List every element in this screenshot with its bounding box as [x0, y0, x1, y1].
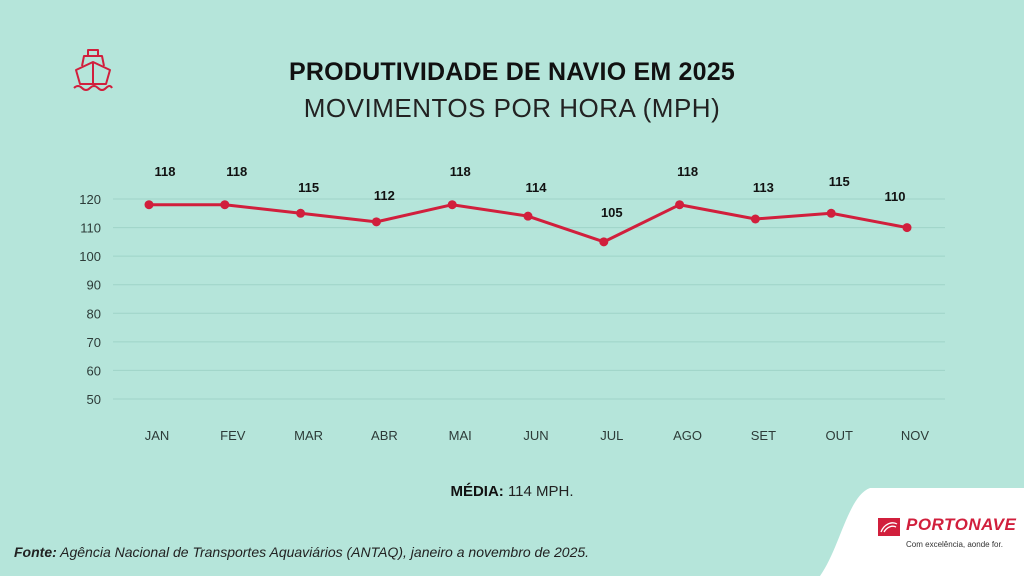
chart-title: PRODUTIVIDADE DE NAVIO EM 2025: [289, 58, 735, 86]
data-label-fev: 118: [226, 164, 247, 179]
data-point-mai: [447, 200, 457, 210]
x-tick-set: SET: [751, 428, 776, 443]
x-tick-ago: AGO: [673, 428, 702, 443]
y-tick-120: 120: [79, 192, 101, 207]
portonave-logo-icon: [878, 518, 900, 536]
data-point-jul: [599, 237, 609, 247]
x-tick-mar: MAR: [294, 428, 323, 443]
y-tick-110: 110: [80, 221, 101, 236]
y-axis-ticks: 50 60 70 80 90 100 110 120: [79, 192, 101, 407]
data-label-ago: 118: [677, 164, 698, 179]
ship-icon: [73, 49, 113, 91]
x-tick-fev: FEV: [220, 428, 246, 443]
data-point-mar: [296, 208, 306, 218]
series-mph: [144, 200, 912, 247]
data-label-mai: 118: [450, 164, 471, 179]
average-label: MÉDIA:: [450, 483, 504, 500]
x-axis-ticks: JAN FEV MAR ABR MAI JUN JUL AGO SET OUT NOV: [145, 428, 930, 443]
data-point-out: [826, 208, 836, 218]
y-tick-50: 50: [87, 392, 101, 407]
data-label-jul: 105: [601, 205, 623, 220]
data-point-jun: [523, 211, 533, 221]
x-tick-jan: JAN: [145, 428, 170, 443]
y-tick-100: 100: [79, 249, 101, 264]
data-point-nov: [902, 223, 912, 233]
data-label-set: 113: [753, 180, 774, 195]
y-tick-60: 60: [87, 363, 101, 378]
x-tick-abr: ABR: [371, 428, 398, 443]
logo-panel: [820, 488, 1024, 576]
data-point-ago: [675, 200, 685, 210]
source-text: Agência Nacional de Transportes Aquaviár…: [60, 544, 590, 560]
data-label-abr: 112: [374, 188, 395, 203]
data-label-mar: 115: [298, 180, 319, 195]
data-point-abr: [371, 217, 381, 227]
x-tick-jun: JUN: [523, 428, 548, 443]
data-point-set: [750, 214, 760, 224]
data-point-jan: [144, 200, 154, 210]
data-label-jan: 118: [155, 164, 176, 179]
source-note: Fonte: Agência Nacional de Transportes A…: [14, 544, 589, 560]
data-label-jun: 114: [526, 180, 548, 195]
grid-lines: [113, 198, 945, 400]
data-label-nov: 110: [885, 189, 906, 204]
y-tick-90: 90: [87, 278, 101, 293]
y-tick-70: 70: [87, 335, 101, 350]
data-point-fev: [220, 200, 230, 210]
brand-tagline: Com excelência, aonde for.: [906, 540, 1003, 549]
chart-subtitle: MOVIMENTOS POR HORA (MPH): [303, 93, 721, 123]
average-summary: MÉDIA: 114 MPH.: [0, 483, 1024, 500]
line-chart: 50 60 70 80 90 100 110 120 JAN FEV MAR ABR MAI JUN JU…: [79, 164, 945, 443]
x-tick-out: OUT: [825, 428, 853, 443]
brand-name: PORTONAVE: [906, 515, 1017, 534]
average-value: 114 MPH.: [507, 483, 574, 500]
x-tick-mai: MAI: [449, 428, 472, 443]
x-tick-nov: NOV: [901, 428, 930, 443]
y-tick-80: 80: [87, 306, 101, 321]
source-label: Fonte:: [14, 544, 57, 560]
data-labels: 118 118 115 112 118 114 105 118 113 115 110: [155, 164, 906, 220]
x-tick-jul: JUL: [600, 428, 623, 443]
data-label-out: 115: [829, 174, 850, 189]
series-line: [149, 203, 908, 244]
